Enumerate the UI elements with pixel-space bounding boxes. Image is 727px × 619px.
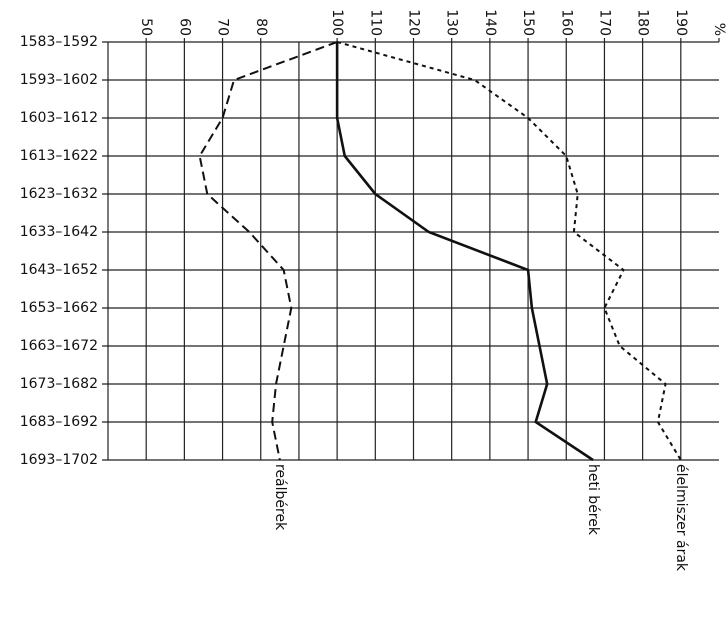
y-tick-label: 1673–1682 bbox=[20, 376, 98, 392]
line-series bbox=[335, 42, 594, 462]
series-label: heti bérek bbox=[585, 464, 601, 536]
x-tick-label: 130 bbox=[444, 9, 460, 36]
y-tick-label: 1633–1642 bbox=[20, 224, 98, 240]
x-tick-label: 150 bbox=[520, 9, 536, 36]
x-tick-label: 110 bbox=[367, 9, 383, 36]
y-tick-label: 1613–1622 bbox=[20, 148, 98, 164]
series-label: élelmiszer árak bbox=[673, 464, 689, 572]
line-series bbox=[198, 41, 338, 461]
x-tick-label: 160 bbox=[558, 9, 574, 36]
y-tick-label: 1693–1702 bbox=[20, 452, 98, 468]
y-tick-label: 1603–1612 bbox=[20, 110, 98, 126]
y-tick-label: 1663–1672 bbox=[20, 338, 98, 354]
x-tick-label: 80 bbox=[253, 18, 269, 36]
y-tick-label: 1643–1652 bbox=[20, 262, 98, 278]
y-tick-label: 1623–1632 bbox=[20, 186, 98, 202]
y-tick-label: 1583–1592 bbox=[20, 34, 98, 50]
x-tick-label: 60 bbox=[176, 18, 192, 36]
y-tick-label: 1653–1662 bbox=[20, 300, 98, 316]
x-tick-label: 50 bbox=[138, 18, 154, 36]
x-tick-label: 190 bbox=[673, 9, 689, 36]
x-tick-label: 180 bbox=[635, 9, 651, 36]
x-tick-label: 170 bbox=[596, 9, 612, 36]
x-tick-label: % bbox=[711, 23, 727, 36]
x-tick-label: 70 bbox=[215, 18, 231, 36]
y-tick-label: 1683–1692 bbox=[20, 414, 98, 430]
series-label: reálbérek bbox=[272, 464, 288, 531]
x-tick-label: 120 bbox=[406, 9, 422, 36]
x-tick-label: 140 bbox=[482, 9, 498, 36]
y-tick-label: 1593–1602 bbox=[20, 72, 98, 88]
line-series bbox=[336, 41, 682, 461]
x-tick-label: 100 bbox=[329, 9, 345, 36]
